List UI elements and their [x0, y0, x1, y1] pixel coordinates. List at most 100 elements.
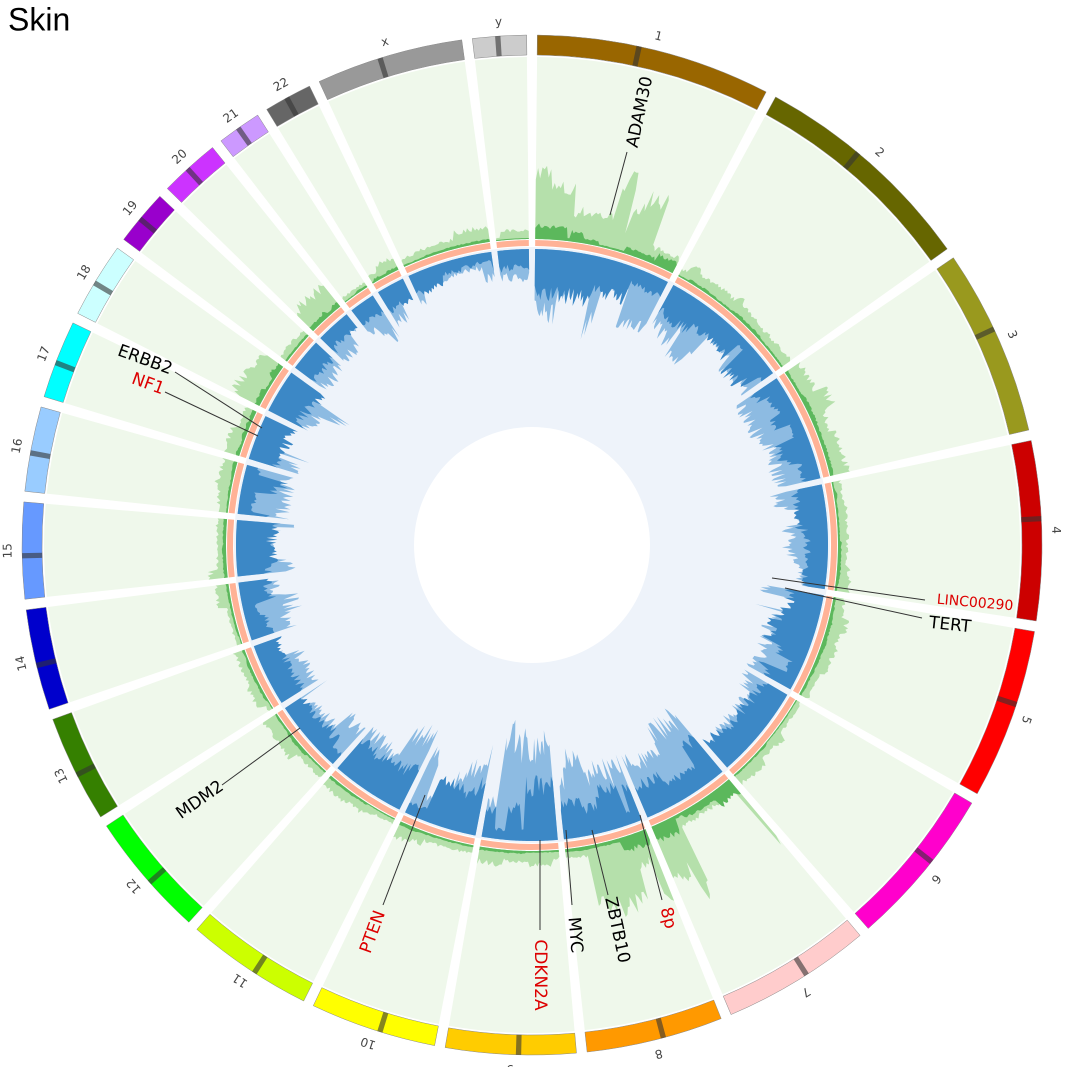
centromere — [236, 126, 252, 146]
gain-profile-dark — [372, 266, 399, 284]
leader — [591, 829, 609, 896]
loss-profile — [284, 697, 342, 764]
centromere — [29, 450, 51, 460]
gain-profile — [296, 284, 341, 332]
chromosome-label: 14 — [13, 654, 30, 672]
orange-ring — [373, 270, 402, 290]
chromosome-label: 19 — [120, 198, 141, 219]
gain-profile-dark — [275, 713, 327, 773]
orange-ring — [401, 815, 475, 845]
chromosome-band — [21, 501, 46, 600]
chromosome-label: 8 — [653, 1046, 664, 1061]
gain-profile — [231, 354, 284, 406]
gain-profile — [401, 226, 490, 267]
gain-background — [65, 332, 257, 457]
gain-background — [43, 503, 228, 597]
orange-ring — [824, 482, 838, 591]
gain-profile-dark — [535, 223, 677, 274]
chromosome-band — [196, 913, 313, 1002]
centromere — [75, 763, 96, 778]
gain-profile-dark — [479, 846, 559, 855]
gene-label: CDKN2A — [530, 939, 550, 1011]
leader — [639, 814, 663, 901]
chromosome-label: 3 — [1004, 328, 1020, 341]
gain-profile — [535, 165, 679, 274]
centromere — [655, 1017, 667, 1039]
center — [414, 427, 650, 663]
gain-background — [182, 164, 341, 332]
loss-profile — [790, 484, 828, 590]
gain-profile-dark — [221, 518, 228, 578]
chromosome-band — [24, 406, 61, 494]
centromere — [22, 552, 43, 559]
orange-ring — [496, 240, 529, 249]
gain-profile-dark — [831, 481, 842, 591]
gain-profile — [280, 330, 309, 362]
gain-background — [234, 133, 368, 303]
loss-profile — [481, 775, 558, 841]
centromere — [35, 658, 57, 669]
orange-ring — [260, 367, 289, 410]
orange-ring — [535, 240, 673, 280]
gain-background — [47, 583, 243, 703]
chromosome-band — [444, 1027, 577, 1056]
chromosome-label: 16 — [9, 437, 26, 455]
orange-ring — [729, 696, 796, 775]
gain-background — [73, 649, 274, 806]
gain-profile — [651, 779, 781, 900]
chromosome-band — [25, 607, 69, 710]
gain-profile — [214, 583, 243, 646]
leader — [565, 829, 573, 906]
gain-profile — [784, 362, 850, 477]
gain-profile-dark — [651, 779, 741, 842]
chromosome-label: 1 — [653, 28, 664, 43]
gene-label: LINC00290 — [936, 592, 1014, 615]
gain-profile-dark — [254, 363, 284, 406]
orange-ring — [229, 583, 249, 644]
loss-profile — [238, 578, 277, 641]
centromere — [252, 954, 268, 975]
gain-background — [124, 713, 327, 906]
orange-ring — [793, 595, 833, 694]
centromere — [54, 360, 76, 373]
gain-background — [651, 779, 846, 995]
loss-profile — [268, 372, 326, 429]
gain-profile-dark — [344, 285, 368, 303]
gain-profile-dark — [403, 238, 490, 267]
orange-ring — [245, 647, 280, 708]
orange-ring — [277, 709, 331, 771]
chromosome-label: 11 — [230, 971, 250, 991]
gain-profile-dark — [226, 461, 238, 513]
centromere — [284, 96, 299, 117]
leader — [221, 727, 301, 786]
chromosome-label: y — [495, 14, 503, 28]
chromosome-label: 18 — [74, 262, 94, 282]
chromosome-band — [936, 257, 1030, 435]
gain-background — [278, 105, 399, 284]
loss-profile — [408, 251, 494, 295]
loss-profile — [320, 314, 358, 354]
chromosome-label: 7 — [799, 984, 813, 1000]
orange-ring — [287, 336, 314, 366]
chromosome-band — [584, 999, 722, 1053]
loss-profile — [758, 589, 824, 690]
chromosome-label: 21 — [220, 106, 241, 126]
loss-profile — [634, 734, 723, 818]
loss-profile — [248, 416, 298, 468]
orange-ring — [480, 839, 559, 850]
gain-background — [322, 821, 474, 1025]
gain-profile-dark — [799, 596, 836, 696]
chromosome-label: 4 — [1049, 526, 1063, 534]
gain-profile — [565, 829, 675, 917]
chromosome-band — [106, 814, 203, 923]
gain-profile-dark — [565, 829, 650, 853]
ideogram-ring: 12345678910111213141516171819202122xy — [0, 14, 1063, 1067]
loss-profile — [378, 278, 414, 314]
gain-background — [474, 57, 529, 242]
centromere — [377, 57, 389, 79]
centromere — [1021, 515, 1042, 523]
loss-profile — [702, 683, 788, 768]
gain-background — [733, 699, 953, 912]
loss-profile — [351, 295, 384, 326]
